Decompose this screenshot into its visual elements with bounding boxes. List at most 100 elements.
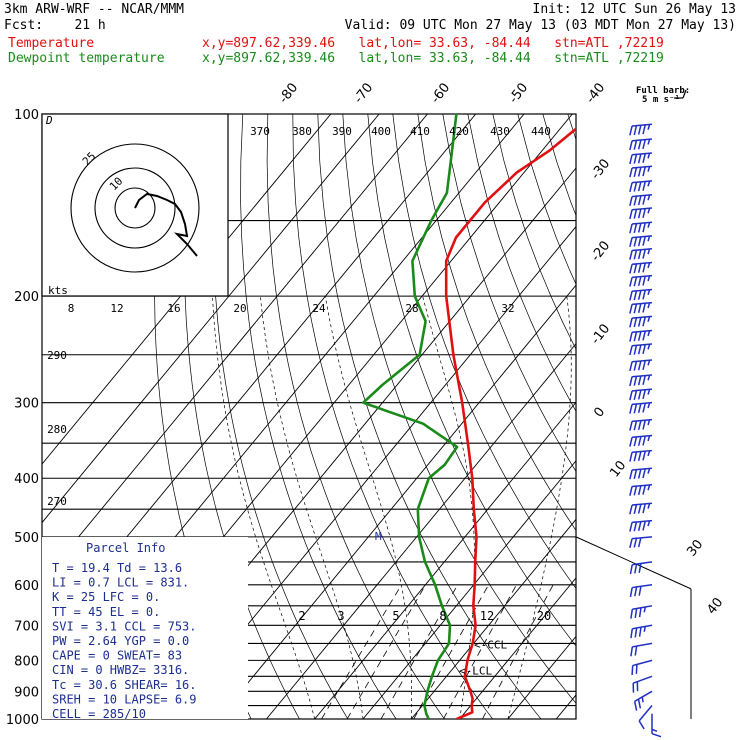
wind-barb-feather [629, 317, 633, 328]
wind-barb-feather [633, 249, 638, 260]
wind-barb-half-feather [647, 344, 651, 350]
wind-barb-feather [642, 360, 646, 370]
wind-barb-feather [629, 264, 633, 274]
temperature-legend-label: Temperature [8, 36, 95, 51]
wind-barb-feather [629, 504, 633, 515]
wind-barb-half-feather [647, 152, 651, 159]
hodograph-box [41, 113, 229, 297]
wind-barb-half-feather [647, 275, 651, 282]
wind-barb [629, 274, 653, 287]
wind-barb-feather [638, 586, 642, 596]
pressure-tick-label: 800 [14, 654, 39, 669]
dry-adiabat-line [266, 114, 445, 719]
wind-barb-staff [632, 483, 653, 488]
wind-barb-staff [632, 624, 653, 630]
isotherm-line [555, 694, 576, 719]
wind-barb-feather [633, 469, 638, 479]
wind-barb-staff [632, 165, 653, 169]
barb-legend-flag [682, 89, 687, 99]
wind-barb-feather [637, 317, 642, 327]
wind-barb-feather [633, 125, 638, 136]
hodograph-unit-label: kts [48, 284, 68, 297]
wind-barb-feather [633, 361, 638, 371]
wind-barb-staff [632, 659, 653, 667]
wind-barb-feather [635, 664, 638, 674]
wind-barb [629, 261, 653, 274]
dry-adiabat-line [517, 114, 576, 285]
parcel-info-row: CELL = 285/10 [52, 707, 146, 721]
wind-barb-feather [633, 403, 638, 414]
speed-tick-label: 12 [110, 302, 123, 315]
isotherm-label: -80 [276, 80, 301, 106]
wind-barb-half-feather [647, 359, 651, 366]
wind-barb-feather [629, 196, 633, 206]
wind-barb-feather [633, 223, 638, 234]
wind-barb [629, 288, 653, 301]
wind-barb-feather [637, 208, 642, 219]
wind-barb-feather [642, 389, 646, 400]
wind-barb-feather [633, 504, 638, 515]
wind-barb-feather [642, 289, 646, 300]
wind-barb-feather [642, 222, 646, 233]
speed-tick-label: 32 [501, 302, 514, 315]
wind-barb-feather [629, 421, 633, 431]
wind-barb-feather [629, 452, 633, 462]
wind-barb-half-feather [647, 139, 651, 145]
wind-barb-half-feather [647, 166, 651, 172]
wind-barb-feather [633, 390, 638, 400]
wind-barb-staff [632, 359, 653, 363]
wind-barb-half-feather [647, 374, 651, 381]
wind-barb [629, 536, 653, 549]
wind-barb-half-feather [647, 402, 651, 409]
dry-adiabat-line [342, 114, 576, 704]
wind-barb-feather [642, 316, 646, 327]
wind-barb-feather [642, 468, 646, 479]
parcel-info-row: PW = 2.64 YGP = 0.0 [52, 634, 189, 648]
wind-barb-feather [642, 330, 646, 341]
wind-barb-feather [634, 608, 638, 619]
pressure-tick-label: 400 [14, 472, 39, 487]
wind-barb [638, 705, 653, 730]
wind-barb [651, 713, 662, 738]
wind-barb-feather [637, 195, 642, 206]
wind-barb-feather [642, 208, 646, 218]
wind-barb-feather [633, 263, 638, 274]
isotherm-line [217, 284, 576, 719]
wind-barb-feather [637, 485, 642, 496]
wind-barb-feather [642, 166, 646, 177]
wind-barb-half-feather [643, 606, 647, 613]
model-title: 3km ARW-WRF -- NCAR/MMM [4, 2, 185, 17]
wind-barb-feather [642, 303, 646, 313]
wind-barb [629, 343, 653, 356]
wind-barb-half-feather [647, 450, 651, 457]
dry-adiabat-label: 370 [250, 125, 270, 138]
hodograph-trace [134, 192, 198, 257]
wind-barb-feather [629, 237, 633, 247]
wind-barb-feather [633, 521, 638, 532]
wind-barb-feather [633, 276, 638, 287]
wind-barb-feather [642, 249, 646, 259]
wind-barb-feather [637, 236, 642, 247]
parcel-info-box [42, 537, 248, 719]
dry-adiabat-label: 390 [332, 125, 352, 138]
wind-barb-feather [637, 375, 642, 386]
dewpoint-legend-info: x,y=897.62,339.46 lat,lon= 33.63, -84.44… [202, 51, 664, 66]
wind-barb [629, 207, 653, 220]
wind-barb-half-feather [643, 626, 647, 632]
wind-barb-feather [642, 153, 646, 163]
wind-barb-staff [632, 401, 653, 406]
dry-adiabat-label: 280 [47, 423, 67, 436]
wind-barb-feather [637, 451, 642, 461]
wind-barb [629, 449, 653, 462]
wind-barb-feather [633, 290, 638, 301]
moist-adiabat-line [507, 296, 572, 719]
hodograph-ring [94, 167, 176, 249]
wind-barb-feather [633, 237, 638, 247]
dry-adiabat-label: 380 [292, 125, 312, 138]
wind-barb-feather [642, 276, 646, 286]
temperature-series-line [444, 127, 576, 719]
wind-barb-staff [632, 449, 653, 454]
wind-barb-feather [629, 277, 633, 287]
wind-barb [630, 642, 653, 657]
wind-barb-half-feather [647, 262, 651, 269]
